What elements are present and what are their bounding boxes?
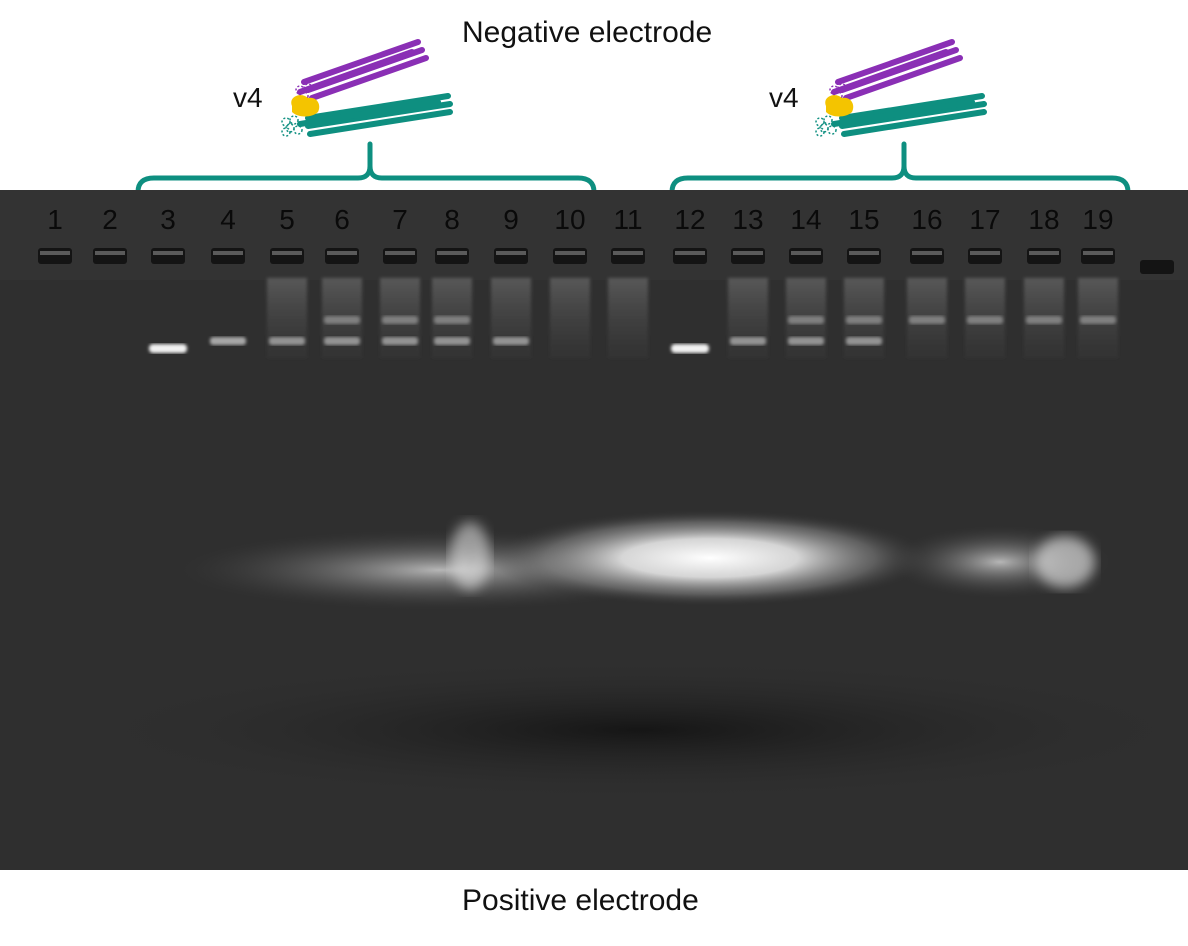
well-edge <box>1029 251 1059 255</box>
well-edge <box>437 251 467 255</box>
negative-electrode-label: Negative electrode <box>462 16 713 49</box>
loading-well <box>383 248 417 264</box>
lane-number: 1 <box>47 204 63 235</box>
lane-number: 8 <box>444 204 460 235</box>
band-strong <box>149 344 187 353</box>
loading-well <box>211 248 245 264</box>
band-smear <box>728 278 768 358</box>
lane-number: 14 <box>790 204 822 235</box>
well-edge <box>675 251 705 255</box>
loading-well <box>93 248 127 264</box>
loading-well <box>325 248 359 264</box>
lane-group-bracket-left <box>135 141 597 195</box>
band-smear <box>1024 278 1064 358</box>
well-edge <box>385 251 415 255</box>
well-edge <box>555 251 585 255</box>
band-smear <box>907 278 947 358</box>
well-edge <box>95 251 125 255</box>
gel-image: 1 2 3 4 5 6 7 8 9 10 11 12 13 14 15 16 17 18 19 <box>0 190 1188 870</box>
lane-number: 15 <box>848 204 880 235</box>
band-smear <box>432 278 472 358</box>
band-strong <box>671 344 709 353</box>
loading-well <box>270 248 304 264</box>
ligand-blob-icon <box>291 95 320 117</box>
lane-number: 16 <box>911 204 943 235</box>
dna-origami-construct-icon <box>281 39 453 137</box>
lane-number: 11 <box>613 204 643 235</box>
loading-well <box>38 248 72 264</box>
loading-well <box>435 248 469 264</box>
loading-well <box>968 248 1002 264</box>
loading-well <box>611 248 645 264</box>
band-smear <box>322 278 362 358</box>
well-edge <box>791 251 821 255</box>
lane-number: 2 <box>102 204 118 235</box>
lane-number: 10 <box>554 204 586 235</box>
positive-electrode-label: Positive electrode <box>462 884 699 917</box>
well-edge <box>153 251 183 255</box>
band-smear <box>786 278 826 358</box>
lane-number: 13 <box>732 204 764 235</box>
band-lower <box>210 337 246 345</box>
well-edge <box>272 251 302 255</box>
lane-number: 9 <box>503 204 519 235</box>
band-smear <box>380 278 420 358</box>
band-smear <box>267 278 307 358</box>
band-smear <box>608 278 648 358</box>
lane-number: 5 <box>279 204 295 235</box>
band-smear <box>965 278 1005 358</box>
lane-number: 12 <box>674 204 706 235</box>
gel-photo <box>0 190 1188 870</box>
lane-number: 3 <box>160 204 176 235</box>
well-edge <box>733 251 763 255</box>
band-smear <box>550 278 590 358</box>
dna-origami-construct-icon <box>815 39 987 137</box>
loading-well <box>494 248 528 264</box>
loading-well <box>151 248 185 264</box>
lane-number: 6 <box>334 204 350 235</box>
lane-group-bracket-right <box>669 141 1131 195</box>
loading-well <box>1027 248 1061 264</box>
construct-label-left: v4 <box>233 82 263 113</box>
band-smear <box>844 278 884 358</box>
loading-well <box>847 248 881 264</box>
loading-well <box>673 248 707 264</box>
lane-number: 4 <box>220 204 236 235</box>
well-edge <box>40 251 70 255</box>
loading-well <box>789 248 823 264</box>
loading-well <box>553 248 587 264</box>
well-edge <box>912 251 942 255</box>
well-edge <box>327 251 357 255</box>
well-edge <box>496 251 526 255</box>
ligand-blob-icon <box>825 95 854 117</box>
band-smear <box>1078 278 1118 358</box>
band-smear <box>491 278 531 358</box>
loading-well <box>731 248 765 264</box>
loading-well <box>910 248 944 264</box>
well-edge <box>849 251 879 255</box>
construct-label-right: v4 <box>769 82 799 113</box>
loading-well <box>1140 260 1174 274</box>
well-edge <box>970 251 1000 255</box>
lane-number: 7 <box>392 204 408 235</box>
well-edge <box>613 251 643 255</box>
well-edge <box>213 251 243 255</box>
lane-number: 18 <box>1028 204 1060 235</box>
lane-number: 17 <box>969 204 1001 235</box>
well-edge <box>1083 251 1113 255</box>
loading-well <box>1081 248 1115 264</box>
lane-number: 19 <box>1082 204 1114 235</box>
